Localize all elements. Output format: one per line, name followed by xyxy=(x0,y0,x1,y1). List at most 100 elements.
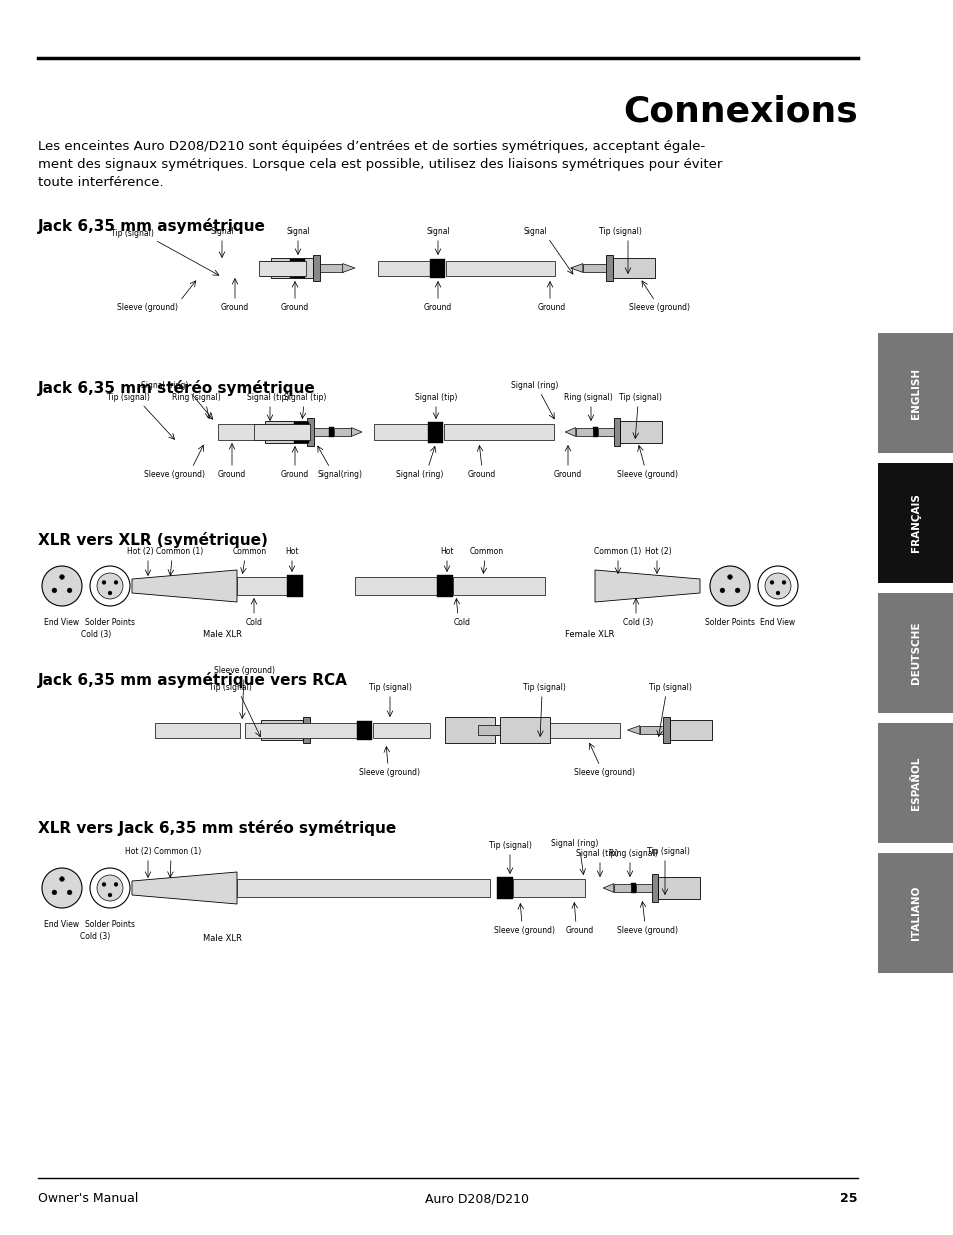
Bar xyxy=(657,877,700,899)
Polygon shape xyxy=(627,726,639,735)
Bar xyxy=(453,577,544,595)
Text: Common: Common xyxy=(233,547,267,556)
Text: Ring (signal): Ring (signal) xyxy=(172,393,220,403)
Circle shape xyxy=(102,580,106,584)
Bar xyxy=(576,427,593,436)
Bar xyxy=(218,424,294,440)
Bar xyxy=(651,874,657,902)
Bar xyxy=(877,333,953,453)
Bar xyxy=(877,463,953,583)
Text: toute interférence.: toute interférence. xyxy=(38,177,164,189)
Text: XLR vers XLR (symétrique): XLR vers XLR (symétrique) xyxy=(38,532,268,548)
Text: Tip (signal): Tip (signal) xyxy=(488,841,531,850)
Bar xyxy=(310,726,333,735)
Text: Ground: Ground xyxy=(217,471,246,479)
Bar xyxy=(302,718,310,742)
Text: Signal (ring): Signal (ring) xyxy=(511,382,558,390)
Text: Tip (signal): Tip (signal) xyxy=(648,683,691,692)
Text: Common (1): Common (1) xyxy=(156,547,203,556)
Circle shape xyxy=(52,890,57,895)
Bar xyxy=(430,258,445,278)
Polygon shape xyxy=(602,883,613,893)
Circle shape xyxy=(102,882,106,887)
Polygon shape xyxy=(351,427,361,436)
Text: Tip (signal): Tip (signal) xyxy=(111,228,153,238)
Text: Ring (signal): Ring (signal) xyxy=(563,393,612,403)
Bar xyxy=(355,577,436,595)
Text: Auro D208/D210: Auro D208/D210 xyxy=(424,1192,529,1205)
Text: Cold (3): Cold (3) xyxy=(81,630,111,638)
Text: Solder Points: Solder Points xyxy=(85,920,135,929)
Bar xyxy=(662,718,669,742)
Polygon shape xyxy=(342,263,355,273)
Text: Sleeve (ground): Sleeve (ground) xyxy=(117,303,178,312)
Text: Sleeve (ground): Sleeve (ground) xyxy=(574,768,635,777)
Text: Jack 6,35 mm asymétrique vers RCA: Jack 6,35 mm asymétrique vers RCA xyxy=(38,672,348,688)
Text: Hot (2): Hot (2) xyxy=(127,547,153,556)
Circle shape xyxy=(113,580,118,584)
Text: Ground: Ground xyxy=(537,303,565,312)
Circle shape xyxy=(709,566,749,606)
Bar xyxy=(313,256,319,280)
Text: Hot (2): Hot (2) xyxy=(644,547,671,556)
Bar xyxy=(550,722,619,737)
Text: End View: End View xyxy=(45,920,79,929)
Text: Cold: Cold xyxy=(453,618,470,627)
Bar xyxy=(271,258,313,278)
Text: Signal (ring): Signal (ring) xyxy=(395,471,443,479)
Circle shape xyxy=(67,890,71,895)
Text: Common: Common xyxy=(470,547,503,556)
Circle shape xyxy=(59,574,65,579)
Text: Tip (signal): Tip (signal) xyxy=(618,393,660,403)
Text: Female XLR: Female XLR xyxy=(565,630,614,638)
Bar xyxy=(294,421,309,442)
Polygon shape xyxy=(132,571,236,601)
Text: ITALIANO: ITALIANO xyxy=(910,885,920,940)
Bar xyxy=(477,725,499,735)
Circle shape xyxy=(781,580,785,584)
Bar xyxy=(612,258,655,278)
Circle shape xyxy=(727,574,732,579)
Text: Tip (signal): Tip (signal) xyxy=(368,683,411,692)
Circle shape xyxy=(113,882,118,887)
Text: Cold (3): Cold (3) xyxy=(80,932,110,941)
Text: ment des signaux symétriques. Lorsque cela est possible, utilisez des liaisons s: ment des signaux symétriques. Lorsque ce… xyxy=(38,158,721,170)
Bar xyxy=(613,419,619,446)
Bar xyxy=(497,877,513,899)
Text: Ground: Ground xyxy=(565,926,594,935)
Text: Hot (2): Hot (2) xyxy=(125,847,152,856)
Text: Ring (signal): Ring (signal) xyxy=(608,848,657,858)
Bar xyxy=(377,261,430,275)
Text: Hot: Hot xyxy=(439,547,454,556)
Bar xyxy=(877,722,953,844)
Text: Sleeve (ground): Sleeve (ground) xyxy=(617,471,678,479)
Bar xyxy=(635,883,651,893)
Text: Signal(ring): Signal(ring) xyxy=(317,471,362,479)
Text: Sleeve (ground): Sleeve (ground) xyxy=(359,768,420,777)
Bar xyxy=(314,427,329,436)
Text: Sleeve (ground): Sleeve (ground) xyxy=(617,926,678,935)
Text: Tip (signal): Tip (signal) xyxy=(598,227,640,236)
Text: Signal: Signal xyxy=(522,227,546,236)
Bar xyxy=(258,261,306,275)
Bar xyxy=(287,576,303,597)
Circle shape xyxy=(67,588,71,593)
Bar xyxy=(639,726,662,735)
Text: FRANÇAIS: FRANÇAIS xyxy=(910,494,920,552)
Circle shape xyxy=(764,573,790,599)
Circle shape xyxy=(59,877,65,882)
Bar xyxy=(593,427,598,437)
Bar xyxy=(265,421,307,442)
Bar xyxy=(307,419,314,446)
Text: Connexions: Connexions xyxy=(622,95,857,128)
Text: Signal: Signal xyxy=(210,227,233,236)
Circle shape xyxy=(108,893,112,897)
Bar xyxy=(260,720,302,740)
Bar xyxy=(444,718,495,743)
Text: Les enceintes Auro D208/D210 sont équipées d’entrées et de sorties symétriques, : Les enceintes Auro D208/D210 sont équipé… xyxy=(38,140,704,153)
Text: End View: End View xyxy=(760,618,795,627)
Circle shape xyxy=(90,566,130,606)
Bar xyxy=(446,261,555,275)
Bar xyxy=(877,853,953,973)
Bar xyxy=(357,720,372,740)
